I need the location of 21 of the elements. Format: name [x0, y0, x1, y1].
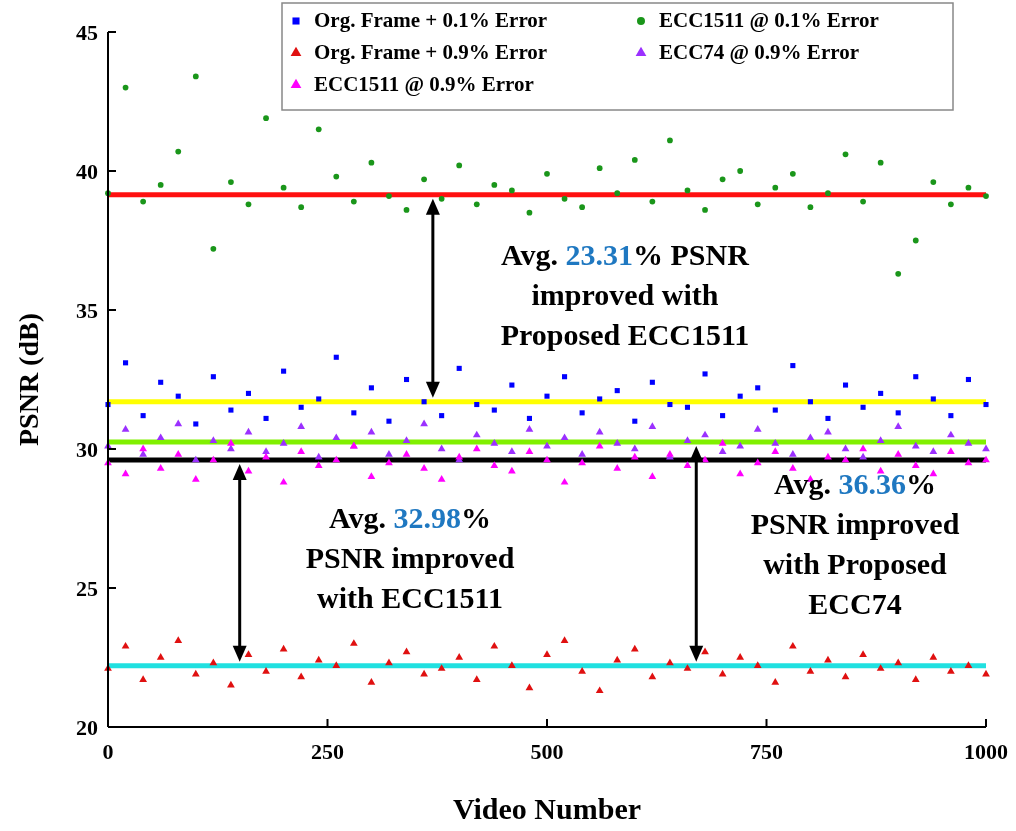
- legend-label: ECC1511 @ 0.9% Error: [314, 72, 534, 96]
- x-tick-label: 500: [530, 739, 564, 764]
- y-tick-label: 40: [76, 158, 98, 184]
- annotation: Avg. 32.98% PSNR improved with ECC1511: [305, 501, 515, 614]
- x-tick-label: 750: [750, 739, 783, 764]
- legend-label: ECC74 @ 0.9% Error: [659, 40, 859, 64]
- y-tick-label: 45: [76, 19, 98, 45]
- y-tick-label: 20: [76, 714, 98, 740]
- y-axis-title: PSNR (dB): [13, 312, 44, 447]
- y-tick-label: 30: [76, 436, 98, 462]
- x-tick-label: 0: [102, 739, 114, 764]
- legend-label: Org. Frame + 0.9% Error: [314, 40, 548, 64]
- legend-label: ECC1511 @ 0.1% Error: [659, 8, 879, 32]
- y-tick-label: 25: [76, 575, 98, 601]
- x-tick-label: 250: [311, 739, 344, 764]
- x-tick-label: 1000: [964, 739, 1008, 764]
- annotation: Avg. 23.31% PSNR improved with Proposed ECC1511: [500, 238, 750, 351]
- x-axis-title: Video Number: [452, 792, 642, 825]
- y-tick-label: 35: [76, 297, 98, 323]
- annotation: Avg. 36.36% PSNR improved with Proposed ECC74: [750, 467, 960, 620]
- legend-label: Org. Frame + 0.1% Error: [314, 8, 548, 32]
